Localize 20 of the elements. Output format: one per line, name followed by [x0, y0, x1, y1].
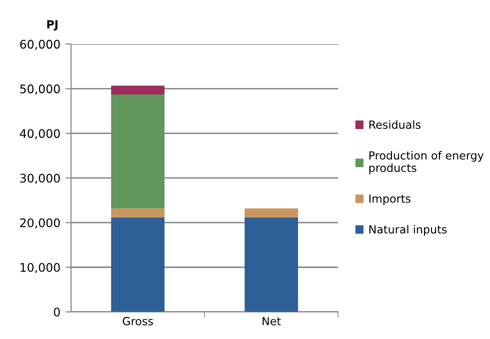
x-tick-label: Net [262, 317, 281, 326]
x-tick-label: Gross [122, 316, 153, 326]
y-tick-label: 10,000 [20, 262, 60, 274]
bar [244, 208, 298, 218]
bar [111, 94, 165, 208]
y-tick-label: 20,000 [20, 218, 60, 228]
y-tick-label: 50,000 [20, 84, 60, 95]
legend-label: Imports [369, 194, 410, 205]
legend-label: Residuals [369, 120, 421, 129]
bar [111, 86, 165, 95]
bar [111, 217, 165, 312]
y-axis-title: PJ [47, 20, 58, 31]
bar [111, 208, 165, 218]
y-tick-label: 30,000 [20, 174, 60, 184]
y-tick-label: 0 [54, 308, 60, 317]
y-tick-label: 40,000 [20, 129, 60, 140]
legend-label: Production of energy products [369, 151, 484, 174]
legend-label: Natural inputs [369, 224, 447, 236]
y-tick-label: 60,000 [20, 40, 60, 50]
bar [244, 217, 298, 312]
